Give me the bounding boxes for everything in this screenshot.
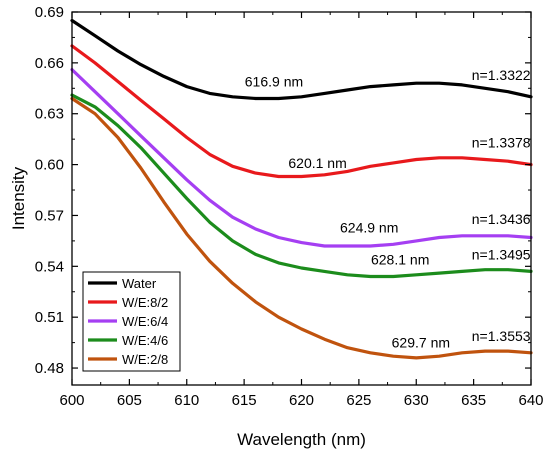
annotation-label: 616.9 nm [245, 74, 303, 90]
annotation-label: 628.1 nm [371, 252, 429, 268]
y-tick-label: 0.57 [35, 207, 64, 224]
series-line-5 [70, 96, 533, 360]
series-line-4 [70, 93, 533, 279]
legend-label: Water [122, 276, 157, 291]
chart-marks [70, 18, 533, 360]
x-tick-label: 640 [518, 392, 543, 409]
y-tick-label: 0.48 [35, 360, 64, 377]
y-tick-label: 0.51 [35, 309, 64, 326]
annotations: 616.9 nm n=1.3322 620.1 nm n=1.3378 624.9 nm… [245, 67, 531, 351]
x-tick-label: 610 [174, 392, 199, 409]
y-tick-label: 0.63 [35, 106, 64, 123]
x-tick-label: 635 [461, 392, 486, 409]
x-axis-title: Wavelength (nm) [237, 430, 366, 449]
y-axis-title: Intensity [9, 166, 28, 230]
annotation-label: 624.9 nm [340, 219, 398, 235]
x-tick-label: 600 [59, 392, 84, 409]
annotation-label: n=1.3495 [472, 247, 531, 263]
legend-label: W/E:6/4 [122, 314, 168, 329]
annotation-label: n=1.3436 [472, 211, 531, 227]
y-tick-label: 0.60 [35, 157, 64, 174]
annotation-label: n=1.3322 [472, 67, 531, 83]
y-tick-label: 0.69 [35, 4, 64, 21]
legend-label: W/E:2/8 [122, 352, 168, 367]
x-tick-label: 615 [232, 392, 257, 409]
legend: Water W/E:8/2 W/E:6/4 W/E:4/6 W/E:2/8 [82, 271, 181, 372]
series-line-2 [70, 44, 533, 179]
x-tick-label: 630 [404, 392, 429, 409]
x-tick-label: 605 [117, 392, 142, 409]
chart-axes: 600 605 610 615 620 625 630 635 640 0.48 0.51 0.54 0… [35, 4, 544, 409]
x-tick-label: 620 [289, 392, 314, 409]
legend-label: W/E:4/6 [122, 333, 168, 348]
legend-label: W/E:8/2 [122, 295, 168, 310]
y-tick-label: 0.66 [35, 55, 64, 72]
annotation-label: n=1.3553 [472, 328, 531, 344]
annotation-label: 620.1 nm [288, 155, 346, 171]
x-tick-label: 625 [346, 392, 371, 409]
y-tick-label: 0.54 [35, 258, 64, 275]
series-line-1 [70, 18, 533, 101]
annotation-label: 629.7 nm [392, 335, 450, 351]
series-line-3 [70, 68, 533, 248]
annotation-label: n=1.3378 [472, 135, 531, 151]
